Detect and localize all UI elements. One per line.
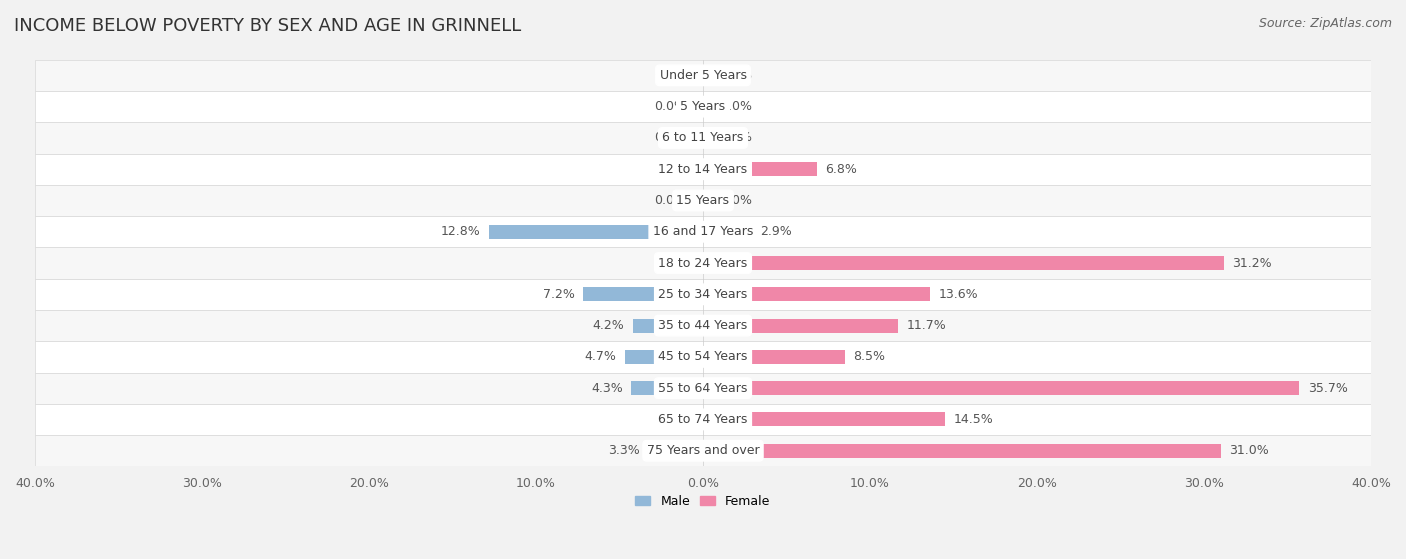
Text: 0.0%: 0.0%	[720, 100, 752, 113]
Text: 4.7%: 4.7%	[585, 350, 616, 363]
Bar	[35, 248, 1371, 279]
Bar	[703, 287, 931, 301]
Bar	[35, 279, 1371, 310]
Bar	[35, 60, 1371, 91]
Bar	[35, 185, 1371, 216]
Bar	[703, 225, 751, 239]
Bar	[703, 350, 845, 364]
Bar	[35, 154, 1371, 185]
Bar	[489, 225, 703, 239]
Text: 75 Years and over: 75 Years and over	[647, 444, 759, 457]
Bar	[695, 413, 703, 427]
Text: 11.7%: 11.7%	[907, 319, 946, 332]
Bar	[695, 193, 703, 207]
Text: 7.2%: 7.2%	[543, 288, 575, 301]
Bar	[695, 100, 703, 113]
Text: 0.0%: 0.0%	[720, 131, 752, 144]
Bar	[695, 68, 703, 82]
Text: 18 to 24 Years: 18 to 24 Years	[658, 257, 748, 269]
Bar	[35, 341, 1371, 372]
Text: 35.7%: 35.7%	[1308, 382, 1347, 395]
Text: 0.0%: 0.0%	[654, 413, 686, 426]
Bar	[703, 256, 1225, 270]
Text: 5 Years: 5 Years	[681, 100, 725, 113]
Text: 0.0%: 0.0%	[720, 69, 752, 82]
Text: 0.0%: 0.0%	[654, 257, 686, 269]
Text: 6 to 11 Years: 6 to 11 Years	[662, 131, 744, 144]
Text: 0.0%: 0.0%	[654, 131, 686, 144]
Bar	[631, 381, 703, 395]
Bar	[703, 100, 711, 113]
Text: Source: ZipAtlas.com: Source: ZipAtlas.com	[1258, 17, 1392, 30]
Bar	[703, 381, 1299, 395]
Bar	[35, 372, 1371, 404]
Bar	[695, 162, 703, 176]
Bar	[703, 193, 711, 207]
Text: 31.0%: 31.0%	[1229, 444, 1268, 457]
Text: 0.0%: 0.0%	[720, 194, 752, 207]
Text: 65 to 74 Years: 65 to 74 Years	[658, 413, 748, 426]
Text: 2.9%: 2.9%	[759, 225, 792, 238]
Text: 8.5%: 8.5%	[853, 350, 886, 363]
Bar	[703, 162, 817, 176]
Text: 13.6%: 13.6%	[938, 288, 979, 301]
Legend: Male, Female: Male, Female	[630, 490, 776, 513]
Text: 0.0%: 0.0%	[654, 69, 686, 82]
Bar	[35, 435, 1371, 466]
Bar	[648, 444, 703, 458]
Text: 25 to 34 Years: 25 to 34 Years	[658, 288, 748, 301]
Text: 15 Years: 15 Years	[676, 194, 730, 207]
Bar	[703, 131, 711, 145]
Text: 0.0%: 0.0%	[654, 163, 686, 176]
Text: 35 to 44 Years: 35 to 44 Years	[658, 319, 748, 332]
Text: 6.8%: 6.8%	[825, 163, 856, 176]
Text: 4.2%: 4.2%	[593, 319, 624, 332]
Bar	[35, 122, 1371, 154]
Text: Under 5 Years: Under 5 Years	[659, 69, 747, 82]
Text: 45 to 54 Years: 45 to 54 Years	[658, 350, 748, 363]
Bar	[35, 404, 1371, 435]
Bar	[703, 319, 898, 333]
Text: 31.2%: 31.2%	[1233, 257, 1272, 269]
Bar	[703, 68, 711, 82]
Bar	[35, 91, 1371, 122]
Bar	[35, 310, 1371, 341]
Bar	[695, 131, 703, 145]
Text: 4.3%: 4.3%	[591, 382, 623, 395]
Text: 0.0%: 0.0%	[654, 100, 686, 113]
Text: 0.0%: 0.0%	[654, 194, 686, 207]
Text: 12 to 14 Years: 12 to 14 Years	[658, 163, 748, 176]
Bar	[624, 350, 703, 364]
Text: 55 to 64 Years: 55 to 64 Years	[658, 382, 748, 395]
Bar	[582, 287, 703, 301]
Bar	[703, 413, 945, 427]
Text: 3.3%: 3.3%	[607, 444, 640, 457]
Bar	[703, 444, 1220, 458]
Bar	[35, 216, 1371, 248]
Text: 12.8%: 12.8%	[441, 225, 481, 238]
Text: INCOME BELOW POVERTY BY SEX AND AGE IN GRINNELL: INCOME BELOW POVERTY BY SEX AND AGE IN G…	[14, 17, 522, 35]
Bar	[633, 319, 703, 333]
Text: 14.5%: 14.5%	[953, 413, 993, 426]
Bar	[695, 256, 703, 270]
Text: 16 and 17 Years: 16 and 17 Years	[652, 225, 754, 238]
